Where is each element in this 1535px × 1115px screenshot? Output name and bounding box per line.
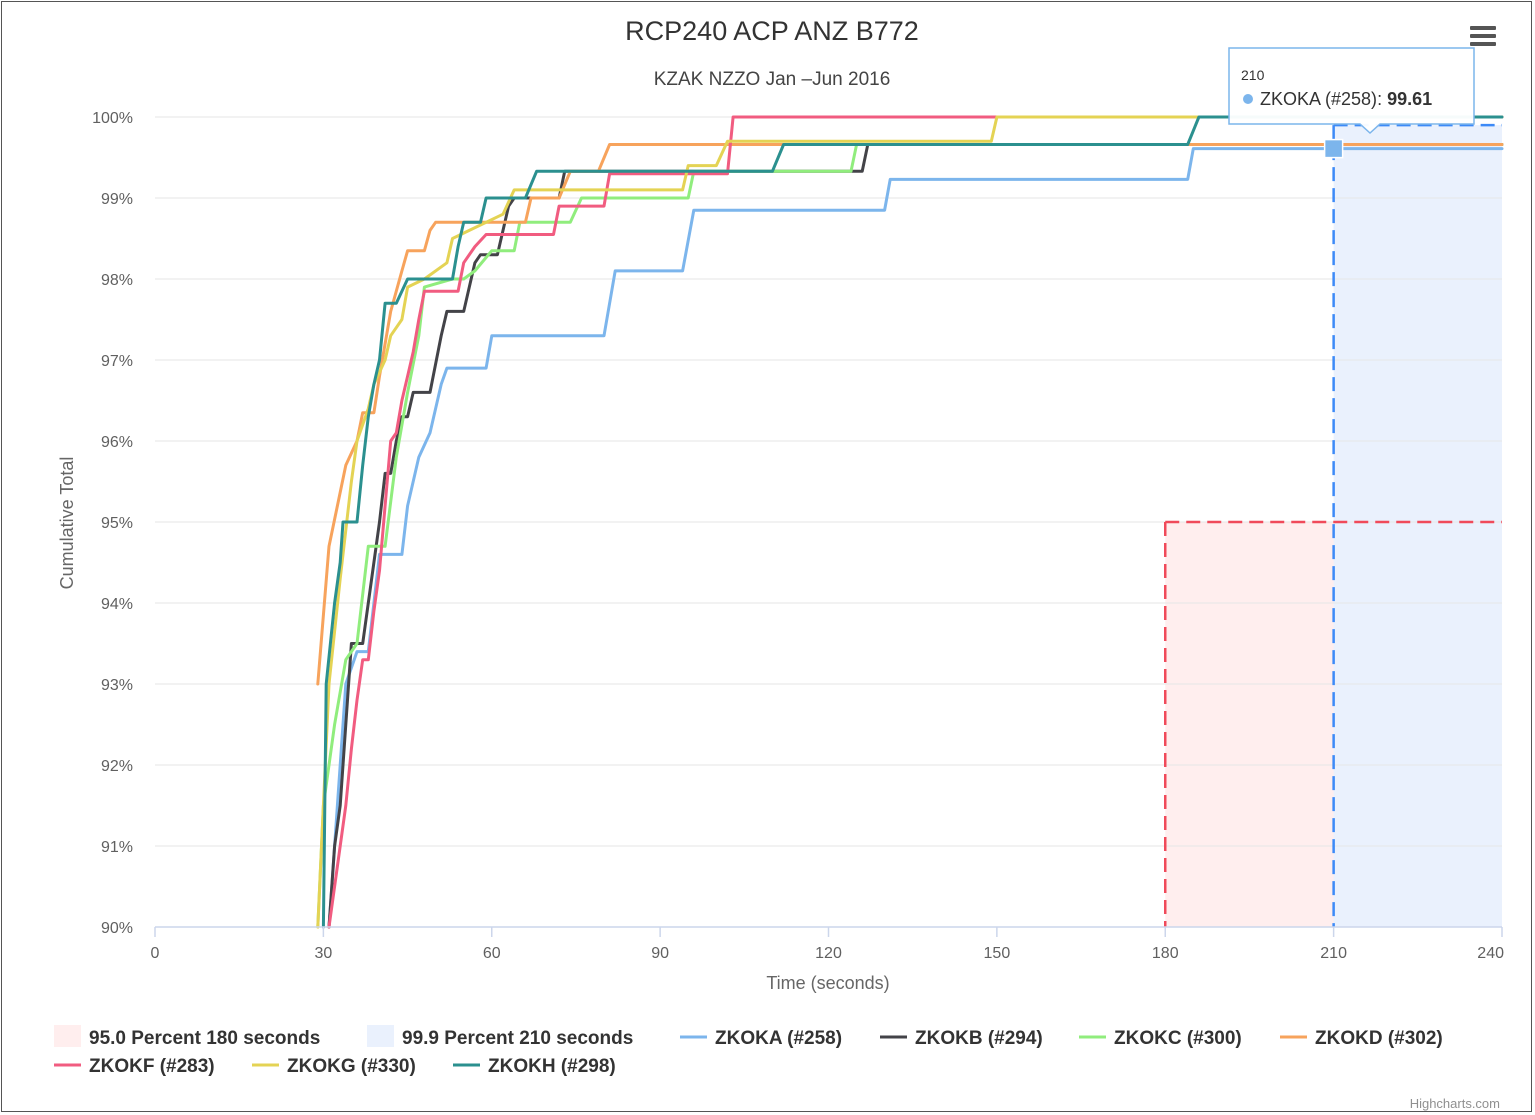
legend-item-zkokb-294[interactable]: ZKOKB (#294) (880, 1028, 1043, 1049)
legend-item-label: ZKOKB (#294) (915, 1028, 1043, 1049)
legend-item-label: ZKOKG (#330) (287, 1056, 416, 1077)
y-tick-label: 90% (101, 920, 133, 937)
y-tick-label: 97% (101, 353, 133, 370)
x-tick-label: 0 (151, 945, 160, 962)
series-line-zkokc-300[interactable] (316, 143, 1504, 929)
chart-title: RCP240 ACP ANZ B772 (625, 16, 919, 46)
x-tick-label: 150 (984, 945, 1011, 962)
hover-marker (1323, 138, 1344, 159)
legend-item-label: ZKOKD (#302) (1315, 1028, 1443, 1049)
axes (154, 926, 1503, 937)
legend-item-zkoka-258[interactable]: ZKOKA (#258) (680, 1028, 842, 1049)
legend-item-label: ZKOKC (#300) (1114, 1028, 1242, 1049)
legend-item-label: ZKOKA (#258) (715, 1028, 842, 1049)
series-lines (316, 115, 1504, 929)
x-tick-label: 30 (314, 945, 332, 962)
y-axis-title: Cumulative Total (57, 457, 77, 590)
chart-subtitle: KZAK NZZO Jan –Jun 2016 (654, 69, 891, 90)
legend-item-label: ZKOKF (#283) (89, 1056, 215, 1077)
x-tick-label: 120 (815, 945, 842, 962)
tooltip-series-dot (1243, 94, 1253, 104)
x-tick-label: 60 (483, 945, 501, 962)
hover-point-marker (1323, 138, 1344, 159)
x-tick-label: 90 (651, 945, 669, 962)
series-line-zkokg-330[interactable] (316, 115, 1504, 929)
context-menu-button[interactable] (1464, 20, 1500, 52)
y-tick-label: 91% (101, 839, 133, 856)
legend-item-zkokh-298[interactable]: ZKOKH (#298) (453, 1056, 616, 1077)
y-tick-label: 93% (101, 677, 133, 694)
x-tick-label: 180 (1152, 945, 1179, 962)
legend-item-95-0-percent-180-seconds[interactable]: 95.0 Percent 180 seconds (54, 1025, 320, 1049)
y-tick-label: 100% (92, 110, 133, 127)
tooltip-colon: : (1377, 89, 1387, 109)
series-line-zkokh-298[interactable] (321, 115, 1504, 929)
series-line-zkoka-258[interactable] (327, 147, 1504, 929)
plot-band-2 (1333, 125, 1502, 928)
legend: 95.0 Percent 180 seconds 99.9 Percent 210… (54, 1025, 1443, 1077)
tooltip-x-value: 210 (1241, 67, 1265, 83)
legend-item-label: ZKOKH (#298) (488, 1056, 616, 1077)
legend-item-zkokd-302[interactable]: ZKOKD (#302) (1280, 1028, 1443, 1049)
legend-item-zkokf-283[interactable]: ZKOKF (#283) (54, 1056, 215, 1077)
y-tick-label: 92% (101, 758, 133, 775)
credits-link[interactable]: Highcharts.com (1410, 1096, 1500, 1111)
tooltip-box (1228, 47, 1475, 135)
legend-band-swatch (54, 1025, 81, 1047)
x-tick-labels: 0 30 60 90 120 150 180 210 240 (151, 945, 1505, 962)
tooltip: 210 ZKOKA (#258): 99.61 (1228, 47, 1475, 135)
legend-item-99-9-percent-210-seconds[interactable]: 99.9 Percent 210 seconds (367, 1025, 633, 1049)
legend-item-zkokc-300[interactable]: ZKOKC (#300) (1079, 1028, 1242, 1049)
legend-band-swatch (367, 1025, 394, 1047)
y-tick-label: 96% (101, 434, 133, 451)
x-tick-label: 210 (1320, 945, 1347, 962)
tooltip-series-name: ZKOKA (#258) (1260, 89, 1377, 109)
tooltip-text: ZKOKA (#258): 99.61 (1260, 89, 1432, 109)
series-line-zkokf-283[interactable] (327, 115, 1504, 929)
x-tick-label: 240 (1477, 945, 1504, 962)
y-tick-label: 94% (101, 596, 133, 613)
legend-item-label: 99.9 Percent 210 seconds (402, 1028, 633, 1049)
y-tick-label: 98% (101, 272, 133, 289)
x-axis-title: Time (seconds) (766, 973, 889, 993)
tooltip-value: 99.61 (1387, 89, 1432, 109)
legend-item-label: 95.0 Percent 180 seconds (89, 1028, 320, 1049)
y-tick-label: 99% (101, 191, 133, 208)
hamburger-menu-icon (1470, 26, 1496, 46)
y-tick-label: 95% (101, 515, 133, 532)
legend-item-zkokg-330[interactable]: ZKOKG (#330) (252, 1056, 416, 1077)
y-tick-labels: 90% 91% 92% 93% 94% 95% 96% 97% 98% 99% 100% (92, 110, 133, 937)
